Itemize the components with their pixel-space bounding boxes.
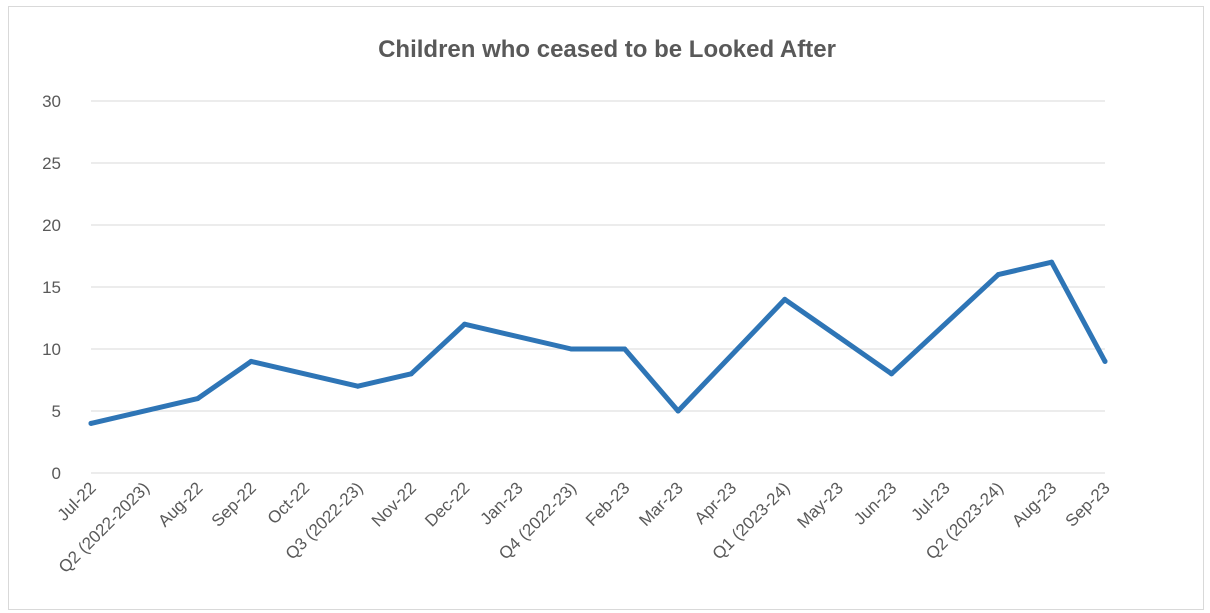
data-point [835, 334, 841, 340]
data-point [995, 272, 1001, 278]
data-point [88, 420, 94, 426]
x-tick-label: May-23 [793, 478, 847, 532]
data-point [462, 321, 468, 327]
x-tick-label: Aug-23 [1008, 478, 1060, 530]
x-tick-label: Mar-23 [635, 478, 687, 530]
gridlines [91, 100, 1105, 474]
x-tick-label: Jan-23 [477, 478, 527, 528]
y-tick-label: 30 [42, 92, 61, 111]
y-tick-label: 25 [42, 154, 61, 173]
x-tick-label: Jun-23 [850, 478, 900, 528]
data-point [355, 383, 361, 389]
y-tick-label: 5 [52, 402, 61, 421]
x-tick-label: Q2 (2022-2023) [55, 478, 153, 576]
series-group [88, 259, 1108, 426]
x-tick-label: Sep-23 [1062, 478, 1114, 530]
x-tick-label: Jul-23 [908, 478, 954, 524]
data-point [568, 346, 574, 352]
y-tick-label: 20 [42, 216, 61, 235]
data-point [408, 371, 414, 377]
y-tick-label: 15 [42, 278, 61, 297]
data-point [248, 358, 254, 364]
x-tick-label: Feb-23 [582, 478, 634, 530]
x-tick-label: Apr-23 [691, 478, 741, 528]
series-line [88, 259, 1108, 426]
y-tick-label: 0 [52, 464, 61, 483]
y-axis-ticks: 0 5 10 15 20 25 30 [42, 92, 61, 483]
chart-frame: Children who ceased to be Looked After 0… [8, 6, 1204, 610]
data-point [782, 296, 788, 302]
line-chart: Children who ceased to be Looked After 0… [42, 36, 1114, 577]
data-point [1049, 259, 1055, 265]
data-point [889, 371, 895, 377]
chart-title: Children who ceased to be Looked After [378, 36, 836, 63]
x-tick-label: Oct-22 [264, 478, 314, 528]
x-tick-label: Nov-22 [368, 478, 420, 530]
x-tick-label: Dec-22 [421, 478, 473, 530]
data-point [1102, 358, 1108, 364]
y-tick-label: 10 [42, 340, 61, 359]
data-point [675, 408, 681, 414]
data-point [195, 396, 201, 402]
data-point [622, 346, 628, 352]
x-tick-label: Aug-22 [154, 478, 206, 530]
x-tick-label: Sep-22 [208, 478, 260, 530]
x-tick-label: Jul-22 [54, 478, 100, 524]
